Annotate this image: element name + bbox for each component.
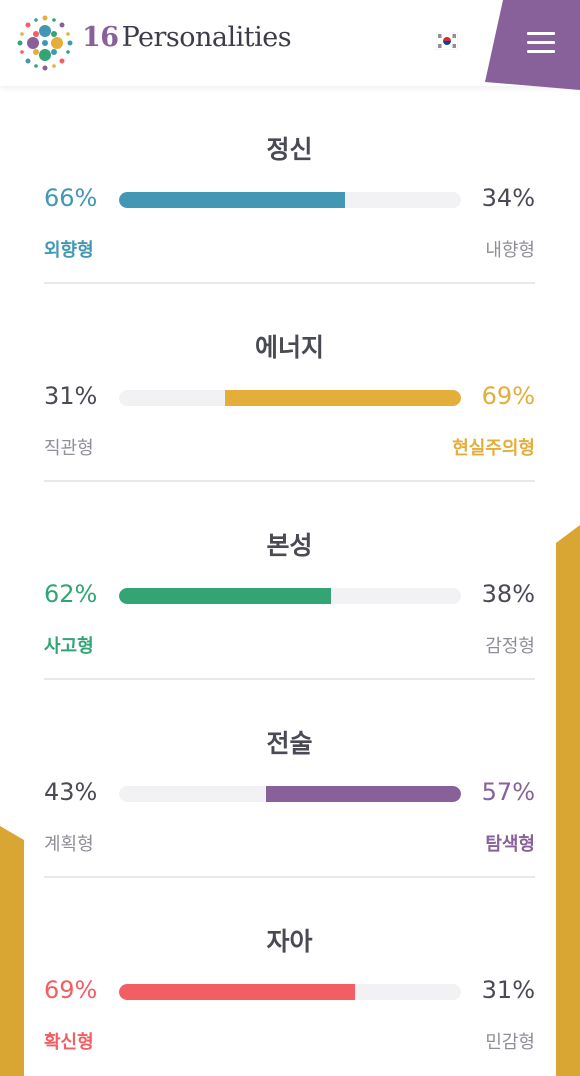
trait-right-label: 현실주의형 [452,438,535,459]
brand-name: Personalities [121,22,292,53]
trait-bar [119,786,461,802]
trait-left-percent: 66% [44,184,98,212]
trait-left-label: 계획형 [44,834,94,855]
hamburger-menu-icon[interactable] [527,32,555,54]
trait-row: 자아 69% 31% 확신형 민감형 [44,878,535,1076]
korea-flag-icon[interactable] [436,32,458,50]
trait-right-percent: 69% [481,382,535,410]
brand-number: 16 [82,22,119,53]
sixteen-dots-logo-icon[interactable] [16,14,74,72]
right-accent-shape [556,525,580,1076]
trait-title: 자아 [266,927,313,956]
trait-right-label: 탐색형 [485,834,535,855]
trait-list: 정신 66% 34% 외향형 내향형 에너지 31% 69% 직관형 현실주의형… [44,86,535,1076]
left-accent-shape [0,826,24,1076]
trait-left-percent: 62% [44,580,98,608]
trait-bar-fill [225,390,461,406]
trait-right-percent: 57% [481,778,535,806]
trait-right-label: 민감형 [485,1032,535,1053]
trait-left-percent: 31% [44,382,98,410]
trait-right-percent: 38% [481,580,535,608]
trait-bar-fill [119,192,345,208]
trait-title: 전술 [266,729,313,758]
trait-left-label: 사고형 [44,636,94,657]
trait-left-label: 외향형 [44,240,94,261]
trait-row: 전술 43% 57% 계획형 탐색형 [44,680,535,878]
menu-tab-background[interactable] [485,0,580,90]
trait-title: 본성 [266,531,313,560]
trait-right-label: 내향형 [485,240,535,261]
trait-title: 에너지 [254,333,324,362]
trait-right-percent: 34% [481,184,535,212]
trait-bar [119,390,461,406]
trait-row: 정신 66% 34% 외향형 내향형 [44,86,535,284]
brand-wordmark[interactable]: 16 Personalities [82,22,292,53]
trait-left-percent: 69% [44,976,98,1004]
trait-bar-fill [119,588,332,604]
trait-left-percent: 43% [44,778,98,806]
trait-bar [119,984,461,1000]
trait-bar-fill [266,786,461,802]
trait-left-label: 직관형 [44,438,94,459]
trait-bar [119,588,461,604]
trait-right-percent: 31% [481,976,535,1004]
trait-bar [119,192,461,208]
trait-title: 정신 [266,135,313,164]
trait-row: 본성 62% 38% 사고형 감정형 [44,482,535,680]
site-header: 16 Personalities [0,0,580,90]
trait-right-label: 감정형 [485,636,535,657]
trait-left-label: 확신형 [44,1032,94,1053]
trait-row: 에너지 31% 69% 직관형 현실주의형 [44,284,535,482]
trait-bar-fill [119,984,355,1000]
